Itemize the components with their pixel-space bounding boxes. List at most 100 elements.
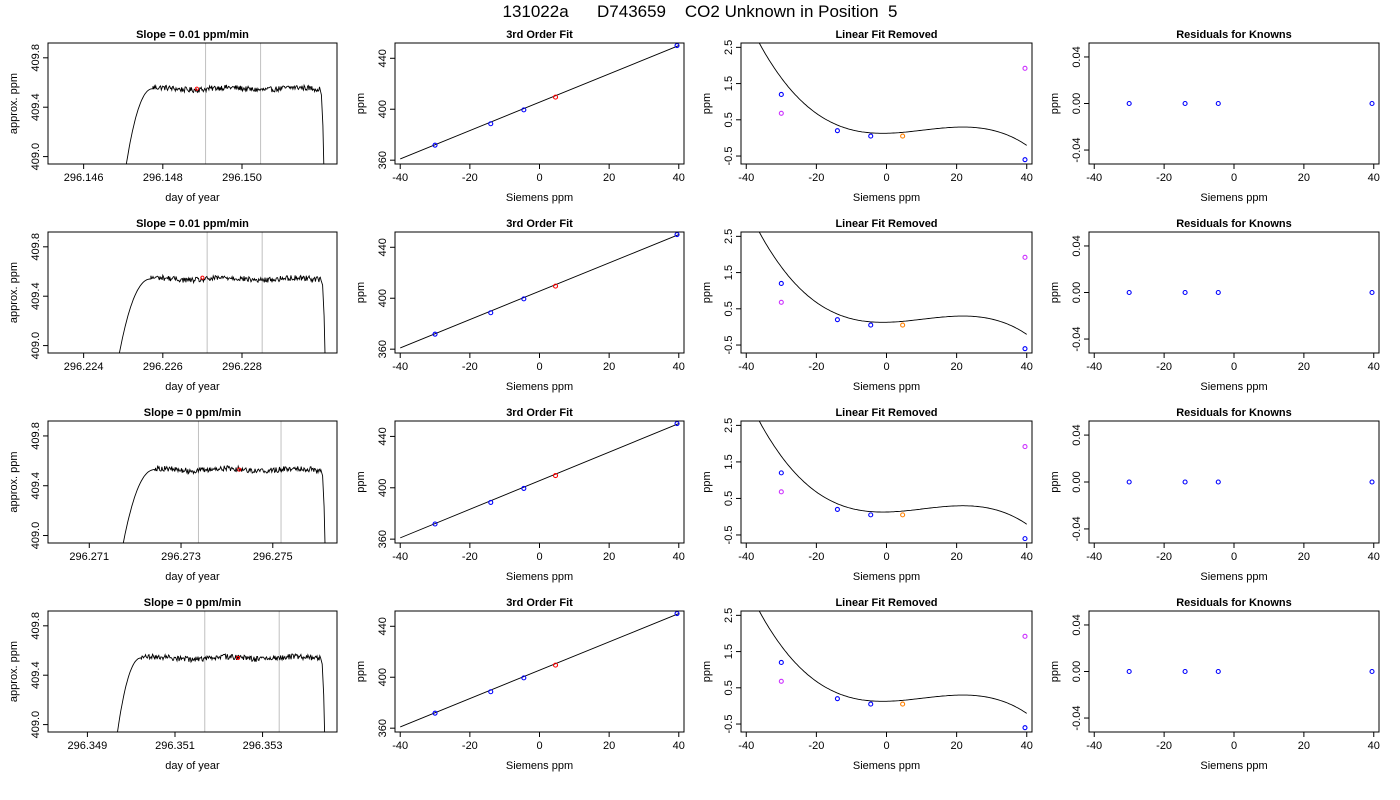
y-tick-label: 0.00 (1071, 282, 1083, 303)
data-trace-line (117, 652, 326, 732)
y-tick-label: 400 (377, 100, 389, 118)
data-point-unknown (552, 662, 559, 668)
panel-r1-c3: Residuals for Knowns -40 -20 0 20 40 -0.04 0.00… (1049, 218, 1380, 393)
plot-frame (740, 42, 1033, 165)
data-point-reference (778, 678, 784, 684)
data-point-known (1022, 157, 1028, 163)
fit-line (400, 234, 679, 349)
data-point-known (868, 701, 874, 707)
data-trace-line (125, 83, 325, 164)
data-point-unknown_fit (900, 133, 906, 139)
y-tick-label: 400 (377, 289, 389, 307)
x-tick-label: 0 (1231, 361, 1237, 373)
cubic-fit-curve (758, 421, 1027, 525)
x-axis-label: Siemens ppm (1200, 760, 1267, 772)
panel-r0-c1: 3rd Order Fit -40 -20 0 20 40 360 400 440 Siemens… (355, 29, 685, 204)
x-axis-label: Siemens ppm (506, 381, 573, 393)
data-point-reference (778, 489, 784, 495)
data-point-unknown_fit (900, 512, 906, 518)
x-axis-label: day of year (165, 192, 220, 204)
y-tick-label: 1.5 (723, 454, 735, 469)
data-point-known (1369, 289, 1375, 296)
y-tick-label: 2.5 (723, 608, 735, 623)
plot-frame (1088, 420, 1380, 544)
plot-area (1126, 289, 1375, 296)
data-point-reference (1022, 65, 1028, 71)
x-tick-label: -20 (808, 551, 824, 563)
data-point-known (1182, 289, 1188, 296)
x-tick-label: 0 (883, 740, 889, 752)
plot-area (125, 43, 325, 164)
x-tick-label: -20 (1156, 740, 1172, 752)
y-tick-label: 1.5 (723, 644, 735, 659)
data-point-unknown_fit (900, 701, 906, 707)
x-tick-label: 20 (950, 361, 962, 373)
panel-r3-c0: Slope = 0 ppm/min 296.349 296.351 296.353 40… (8, 597, 338, 772)
data-point-known (1126, 668, 1132, 675)
y-axis-label: ppm (1049, 93, 1061, 114)
x-axis-label: day of year (165, 381, 220, 393)
unknown-marker (235, 655, 241, 661)
data-trace-line (118, 273, 326, 353)
x-axis-label: Siemens ppm (1200, 381, 1267, 393)
plot-frame (394, 610, 685, 733)
cubic-fit-curve (758, 611, 1027, 714)
x-tick-label: 40 (673, 551, 685, 563)
data-point-known (432, 142, 438, 148)
x-tick-label: 296.224 (64, 361, 104, 373)
x-tick-label: -20 (808, 361, 824, 373)
data-point-known (432, 331, 438, 337)
plot-area (758, 43, 1028, 163)
y-tick-label: 440 (377, 427, 389, 445)
data-point-known (1126, 100, 1132, 107)
panel-r3-c1: 3rd Order Fit -40 -20 0 20 40 360 400 440 Siemens… (355, 597, 685, 772)
data-point-known (1215, 100, 1221, 107)
chart-title: Slope = 0.01 ppm/min (136, 29, 249, 41)
plot-area (758, 421, 1028, 542)
plot-area (400, 232, 680, 349)
data-point-known (1182, 668, 1188, 675)
plot-frame (740, 610, 1033, 733)
x-tick-label: -20 (1156, 172, 1172, 184)
data-point-known (1022, 725, 1028, 731)
x-axis-label: Siemens ppm (853, 381, 920, 393)
y-tick-label: 440 (377, 238, 389, 256)
fit-line (400, 45, 679, 160)
chart-title: 3rd Order Fit (506, 218, 573, 230)
chart-title: Slope = 0 ppm/min (144, 597, 242, 609)
x-tick-label: 296.146 (64, 172, 104, 184)
y-tick-label: 360 (377, 340, 389, 358)
data-point-reference (778, 110, 784, 116)
y-tick-label: -0.04 (1071, 326, 1083, 351)
x-axis-label: day of year (165, 571, 220, 583)
y-tick-label: 409.0 (30, 143, 42, 171)
x-tick-label: 0 (1231, 740, 1237, 752)
chart-title: Linear Fit Removed (835, 597, 937, 609)
y-axis-label: ppm (1049, 282, 1061, 303)
y-axis-label: approx. ppm (8, 451, 20, 512)
chart-title: 3rd Order Fit (506, 407, 573, 419)
x-tick-label: 296.226 (143, 361, 183, 373)
data-point-known (488, 499, 494, 505)
y-tick-label: 400 (377, 668, 389, 686)
data-point-known (834, 128, 840, 134)
chart-title: Linear Fit Removed (835, 218, 937, 230)
y-tick-label: 409.8 (30, 44, 42, 72)
panel-r2-c2: Linear Fit Removed -40 -20 0 20 40 -0.5 0.5 1.5 2… (701, 407, 1033, 583)
x-tick-label: 20 (603, 740, 615, 752)
x-tick-label: 0 (1231, 172, 1237, 184)
data-point-known (778, 280, 784, 286)
fit-line (400, 613, 679, 728)
x-tick-label: 20 (1298, 172, 1310, 184)
data-point-known (1215, 668, 1221, 675)
data-point-reference (778, 299, 784, 305)
y-tick-label: 0.04 (1071, 235, 1083, 256)
chart-title: Linear Fit Removed (835, 407, 937, 419)
x-axis-label: Siemens ppm (506, 571, 573, 583)
x-axis-label: Siemens ppm (853, 760, 920, 772)
chart-title: Residuals for Knowns (1176, 597, 1292, 609)
plot-area (1126, 668, 1375, 675)
y-tick-label: 1.5 (723, 265, 735, 280)
data-point-known (1022, 346, 1028, 352)
